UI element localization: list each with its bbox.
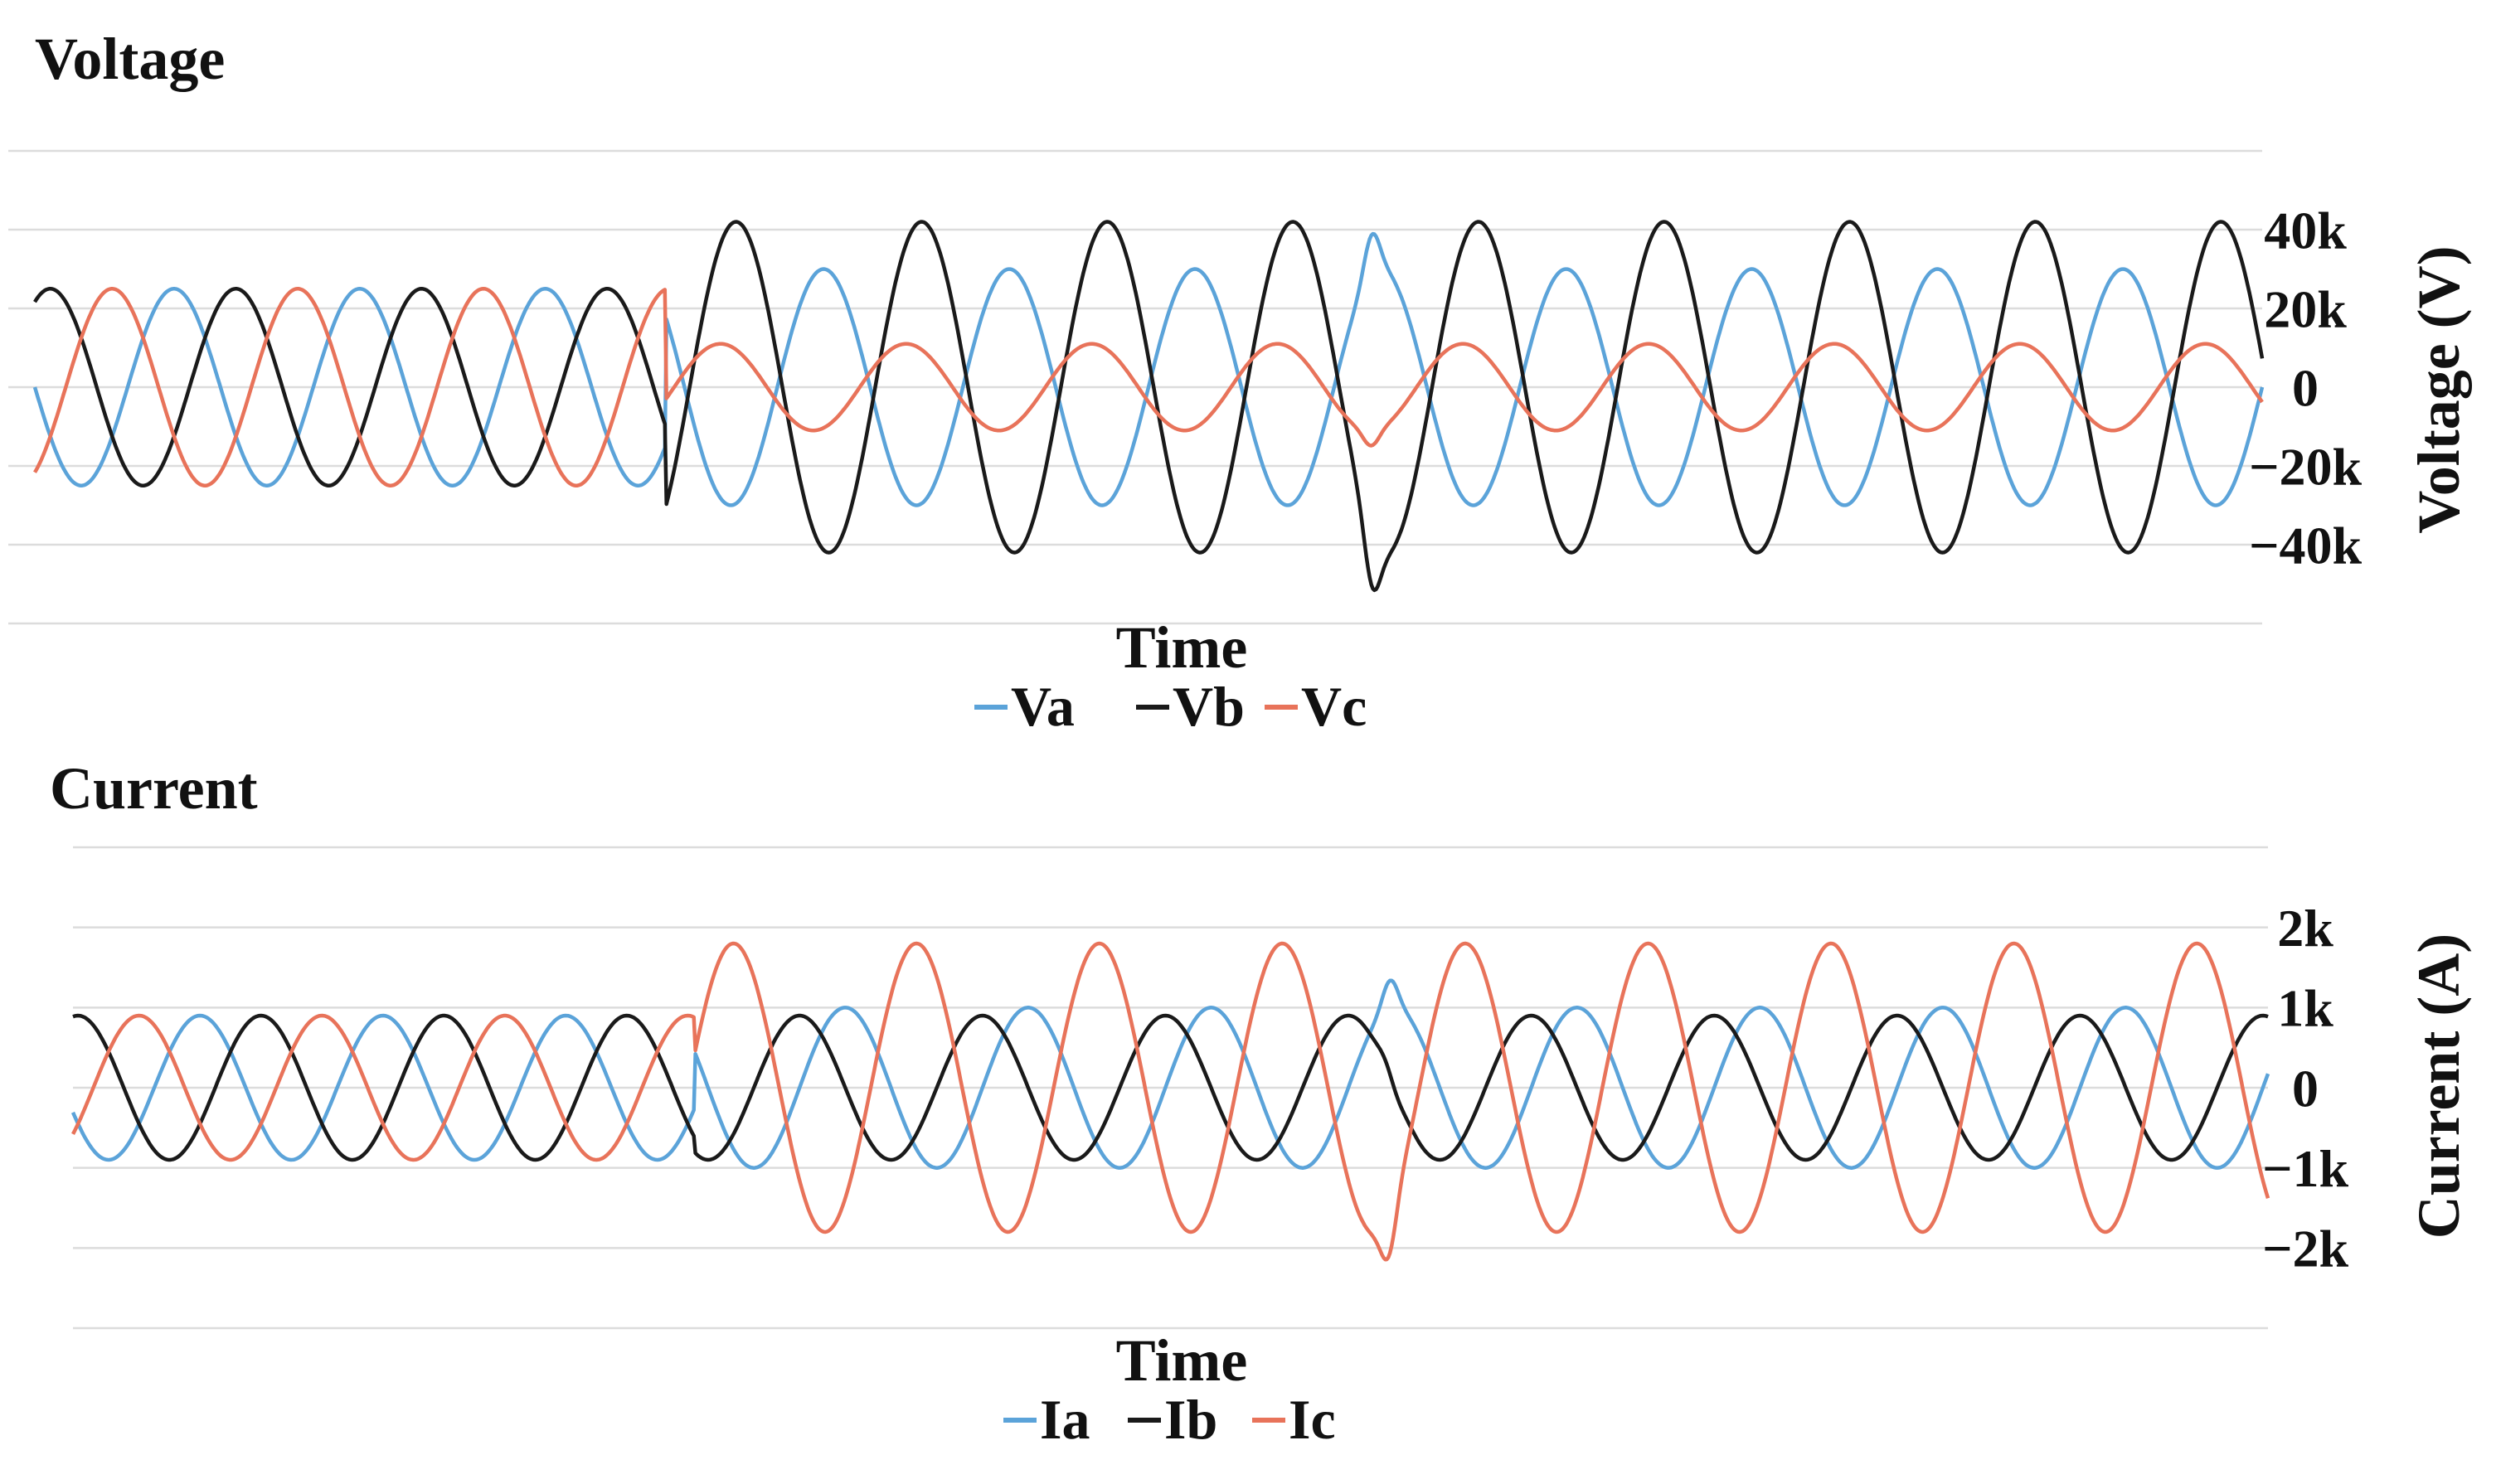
current-ytick-labels: 2k 1k 0 −1k −2k — [2262, 899, 2348, 1278]
ytick-label: 1k — [2277, 979, 2333, 1038]
ytick-label: 0 — [2292, 1059, 2319, 1118]
current-legend: Ia Ib Ic — [1003, 1388, 1336, 1451]
voltage-x-axis-label: Time — [1116, 614, 1248, 681]
series-line-vb — [33, 220, 2265, 593]
series-line-ib — [72, 1013, 2269, 1162]
voltage-gridlines — [8, 149, 2262, 625]
current-y-axis-label: Current (A) — [2406, 934, 2472, 1239]
ytick-label: −2k — [2262, 1220, 2348, 1278]
voltage-legend: Va Vb Vc — [974, 675, 1367, 738]
current-gridlines — [73, 846, 2268, 1330]
legend-label-ic: Ic — [1289, 1388, 1336, 1451]
legend-label-ia: Ia — [1040, 1388, 1090, 1451]
ytick-label: −1k — [2262, 1139, 2348, 1198]
series-line-va — [32, 231, 2265, 507]
ytick-label: −20k — [2249, 437, 2362, 496]
series-line-vc — [33, 287, 2264, 487]
ytick-label: 20k — [2264, 279, 2347, 338]
voltage-series — [32, 220, 2265, 593]
legend-label-va: Va — [1011, 675, 1075, 738]
current-x-axis-label: Time — [1116, 1327, 1248, 1394]
ytick-label: 0 — [2292, 358, 2319, 417]
legend-label-ib: Ib — [1164, 1388, 1217, 1451]
voltage-panel: Voltage 40k 20k 0 −20k −40k Voltage (V) Time… — [8, 26, 2472, 738]
legend-label-vb: Vb — [1173, 675, 1245, 738]
voltage-y-axis-label: Voltage (V) — [2406, 245, 2472, 533]
ytick-label: 2k — [2277, 899, 2333, 958]
legend-label-vc: Vc — [1301, 675, 1367, 738]
series-line-ic — [71, 941, 2270, 1262]
series-line-ia — [70, 978, 2270, 1170]
current-chart-title: Current — [50, 755, 258, 822]
ytick-label: −40k — [2249, 516, 2362, 575]
voltage-ytick-labels: 40k 20k 0 −20k −40k — [2249, 201, 2362, 575]
voltage-chart-title: Voltage — [35, 26, 225, 92]
ytick-label: 40k — [2264, 201, 2347, 259]
current-series — [70, 941, 2270, 1262]
